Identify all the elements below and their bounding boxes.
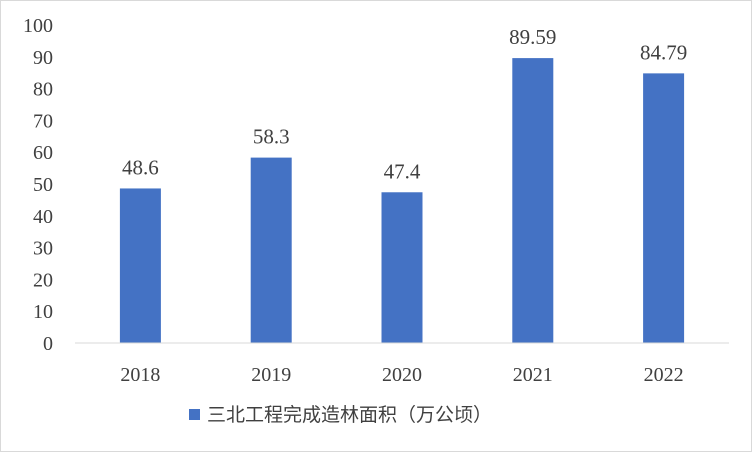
y-axis-ticks: 0 10 20 30 40 50 60 70 80 90 100 — [23, 15, 53, 355]
data-label-2018: 48.6 — [122, 155, 159, 179]
bars — [119, 58, 685, 344]
legend: 三北工程完成造林面积（万公顷） — [189, 404, 492, 426]
bar-2021 — [512, 58, 554, 344]
bar-2022 — [643, 73, 685, 343]
x-tick-label-2019: 2019 — [251, 364, 291, 386]
bar-2018 — [119, 188, 161, 343]
y-tick-label-9: 90 — [33, 47, 53, 69]
y-tick-label-2: 20 — [33, 269, 53, 291]
data-labels: 48.6 58.3 47.4 89.59 84.79 — [122, 25, 687, 183]
bar-2019 — [250, 157, 292, 343]
data-label-2022: 84.79 — [640, 40, 687, 64]
legend-swatch — [189, 409, 200, 420]
y-tick-label-4: 40 — [33, 206, 53, 228]
y-tick-label-3: 30 — [33, 238, 53, 260]
data-label-2019: 58.3 — [253, 125, 290, 149]
data-label-2020: 47.4 — [384, 159, 421, 183]
x-tick-label-2018: 2018 — [120, 364, 160, 386]
y-tick-label-0: 0 — [43, 333, 53, 355]
y-tick-label-5: 50 — [33, 174, 53, 196]
legend-label: 三北工程完成造林面积（万公顷） — [207, 404, 492, 426]
y-tick-label-10: 100 — [23, 15, 53, 37]
y-tick-label-6: 60 — [33, 142, 53, 164]
x-tick-label-2021: 2021 — [513, 364, 553, 386]
y-tick-label-1: 10 — [33, 301, 53, 323]
bar-2020 — [381, 192, 423, 343]
data-label-2021: 89.59 — [509, 25, 556, 49]
y-tick-label-8: 80 — [33, 79, 53, 101]
x-tick-label-2022: 2022 — [644, 364, 684, 386]
x-tick-label-2020: 2020 — [382, 364, 422, 386]
y-tick-label-7: 70 — [33, 110, 53, 132]
x-axis-ticks: 2018 2019 2020 2021 2022 — [120, 364, 683, 386]
